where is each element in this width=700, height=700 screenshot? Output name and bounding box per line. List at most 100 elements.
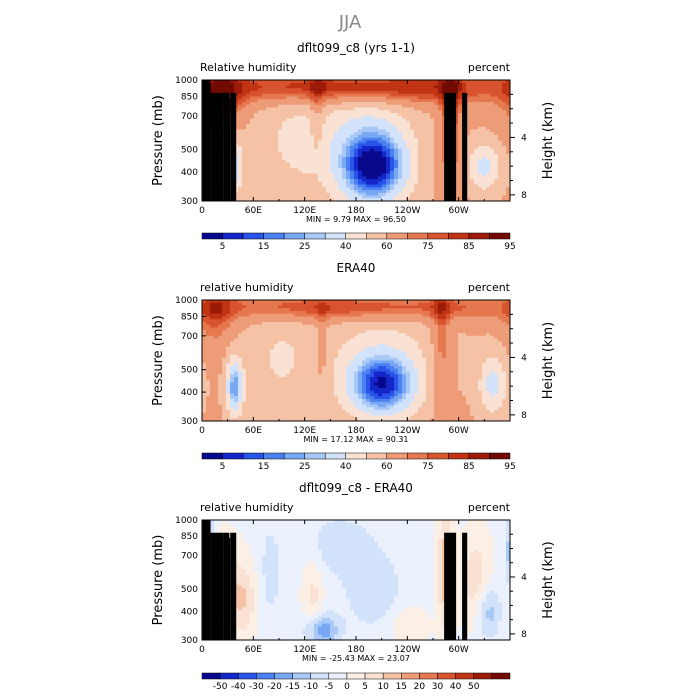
field-cell <box>306 316 311 320</box>
field-cell <box>462 311 467 315</box>
field-cell <box>302 333 307 337</box>
field-cell <box>430 118 435 122</box>
field-cell <box>334 124 339 128</box>
field-cell <box>342 96 347 100</box>
field-cell <box>422 137 427 141</box>
field-cell <box>258 192 263 196</box>
field-cell <box>494 313 499 317</box>
field-cell <box>374 165 379 169</box>
field-cell <box>438 80 443 84</box>
field-cell <box>414 110 419 114</box>
colorbar-box <box>427 232 449 240</box>
field-cell <box>330 330 335 334</box>
field-cell <box>498 176 503 180</box>
field-cell <box>238 85 243 89</box>
field-cell <box>494 151 499 155</box>
field-cell <box>314 179 319 183</box>
field-cell <box>414 324 419 328</box>
field-cell <box>302 104 307 108</box>
field-cell <box>486 162 491 166</box>
field-cell <box>202 322 207 326</box>
field-cell <box>350 181 355 185</box>
field-cell <box>282 333 287 337</box>
field-cell <box>310 154 315 158</box>
field-cell <box>426 148 431 152</box>
field-cell <box>246 305 251 309</box>
field-cell <box>462 346 467 350</box>
field-cell <box>282 132 287 136</box>
field-cell <box>386 195 391 199</box>
field-cell <box>406 102 411 106</box>
field-cell <box>482 107 487 111</box>
field-cell <box>282 143 287 147</box>
field-cell <box>498 181 503 185</box>
field-cell <box>398 154 403 158</box>
field-cell <box>394 99 399 103</box>
field-cell <box>454 137 459 141</box>
field-cell <box>306 170 311 174</box>
field-cell <box>374 170 379 174</box>
field-cell <box>366 82 371 86</box>
field-cell <box>506 88 511 92</box>
field-cell <box>330 99 335 103</box>
field-cell <box>270 316 275 320</box>
field-cell <box>418 300 423 304</box>
field-cell <box>486 179 491 183</box>
field-cell <box>266 91 271 95</box>
field-cell <box>266 176 271 180</box>
field-cell <box>430 143 435 147</box>
field-cell <box>206 338 211 342</box>
field-cell <box>486 300 491 304</box>
field-cell <box>390 154 395 158</box>
field-cell <box>466 121 471 125</box>
field-cell <box>506 113 511 117</box>
field-cell <box>214 333 219 337</box>
field-cell <box>294 137 299 141</box>
field-cell <box>262 330 267 334</box>
field-cell <box>346 143 351 147</box>
field-cell <box>370 338 375 342</box>
field-cell <box>406 80 411 84</box>
field-cell <box>262 126 267 130</box>
field-cell <box>294 91 299 95</box>
field-cell <box>386 82 391 86</box>
field-cell <box>274 190 279 194</box>
field-cell <box>354 126 359 130</box>
field-cell <box>374 300 379 304</box>
field-cell <box>350 184 355 188</box>
field-cell <box>498 146 503 150</box>
field-cell <box>370 110 375 114</box>
field-cell <box>238 322 243 326</box>
field-cell <box>382 319 387 323</box>
field-cell <box>258 126 263 130</box>
field-cell <box>246 104 251 108</box>
field-cell <box>438 313 443 317</box>
field-cell <box>394 302 399 306</box>
field-cell <box>314 181 319 185</box>
y-right-axis-label: Height (km) <box>541 102 556 179</box>
field-cell <box>266 99 271 103</box>
field-cell <box>482 148 487 152</box>
field-cell <box>498 104 503 108</box>
field-cell <box>310 330 315 334</box>
field-cell <box>282 338 287 342</box>
field-cell <box>374 96 379 100</box>
field-cell <box>282 173 287 177</box>
field-cell <box>254 170 259 174</box>
field-cell <box>358 146 363 150</box>
field-cell <box>306 168 311 172</box>
field-cell <box>306 195 311 199</box>
field-cell <box>294 124 299 128</box>
field-cell <box>318 140 323 144</box>
field-cell <box>482 162 487 166</box>
field-cell <box>346 322 351 326</box>
field-cell <box>374 338 379 342</box>
field-cell <box>250 151 255 155</box>
field-cell <box>290 93 295 97</box>
field-cell <box>326 324 331 328</box>
field-cell <box>418 181 423 185</box>
field-cell <box>346 338 351 342</box>
field-cell <box>454 91 459 95</box>
field-cell <box>478 129 483 133</box>
field-cell <box>322 165 327 169</box>
